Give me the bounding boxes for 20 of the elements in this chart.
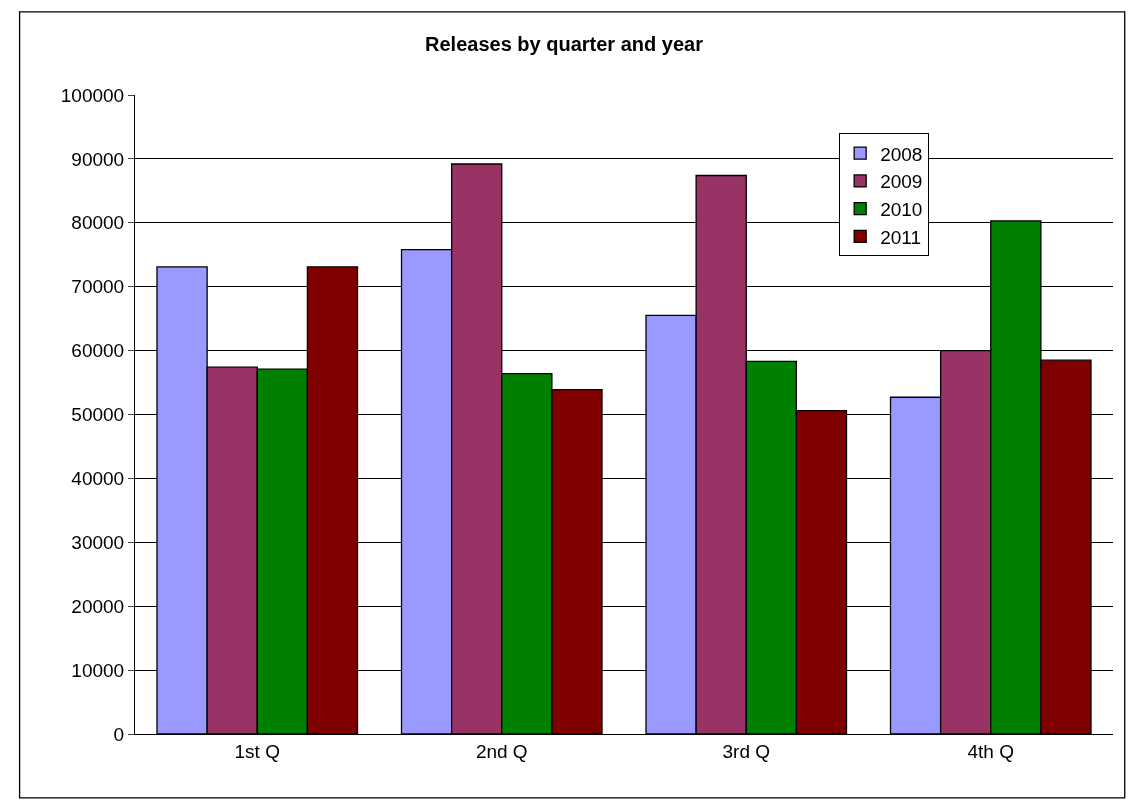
y-tick-label: 10000 xyxy=(71,659,125,681)
chart-title: Releases by quarter and year xyxy=(425,33,704,56)
y-tick-label: 20000 xyxy=(71,595,125,617)
x-tick-label: 4th Q xyxy=(967,740,1014,762)
y-tick-label: 0 xyxy=(113,723,125,745)
x-tick-label: 3rd Q xyxy=(722,740,771,762)
legend-label: 2009 xyxy=(880,171,923,193)
legend-label: 2010 xyxy=(880,199,923,220)
x-tick-label: 1st Q xyxy=(234,740,280,762)
y-tick-label: 100000 xyxy=(60,84,125,106)
y-tick-label: 40000 xyxy=(71,468,125,490)
y-tick-label: 60000 xyxy=(71,340,125,362)
x-tick-label: 2nd Q xyxy=(475,740,528,762)
y-tick-label: 80000 xyxy=(71,212,125,234)
legend-label: 2008 xyxy=(880,143,923,165)
y-tick-label: 30000 xyxy=(71,531,125,553)
y-tick-label: 70000 xyxy=(71,276,125,298)
y-tick-label: 50000 xyxy=(71,404,125,426)
legend-label: 2011 xyxy=(880,226,922,248)
y-tick-label: 90000 xyxy=(71,148,125,170)
